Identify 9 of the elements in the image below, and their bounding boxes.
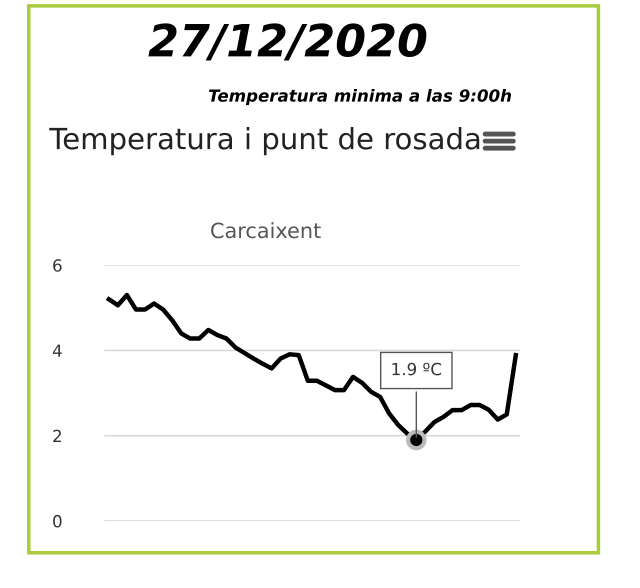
text: 27/12/2020 [148,23,426,60]
y-tick-label: 2 [53,430,61,442]
chart-subtitle: Carcaixent [211,222,321,238]
y-tick-label: 0 [53,514,62,528]
annotation: 1.9 ºC [392,362,442,376]
y-tick-label: 6 [53,259,62,272]
y-tick-label: 4 [52,344,62,357]
text: Temperatura minima a las 9:00h [208,88,512,106]
chart-title: Temperatura i punt de rosada [49,127,480,156]
